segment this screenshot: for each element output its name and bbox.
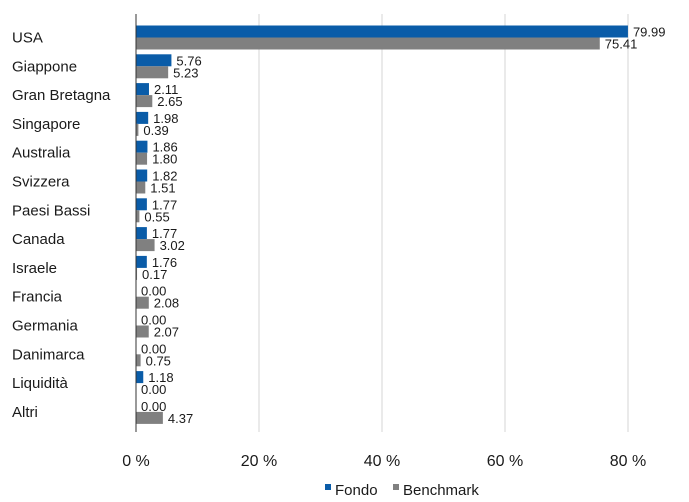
legend: Fondo Benchmark [325,482,479,499]
value-label-fondo-altri: 0.00 [141,399,166,414]
bar-benchmark-usa [136,37,600,50]
bar-benchmark-danimarca [136,354,141,367]
category-label-danimarca: Danimarca [12,346,85,363]
value-label-fondo-israele: 1.76 [152,255,177,270]
legend-swatch-benchmark [393,484,399,490]
value-label-fondo-singapore: 1.98 [153,111,178,126]
x-tick-labels: 0 % 20 % 40 % 60 % 80 % [122,453,646,470]
bar-fondo-giappone [136,54,172,67]
value-label-fondo-paesi-bassi: 1.77 [152,197,177,212]
bar-benchmark-germania [136,325,149,338]
value-label-benchmark-australia: 1.80 [152,152,177,167]
category-label-singapore: Singapore [12,116,80,133]
category-label-israele: Israele [12,260,57,277]
value-label-fondo-francia: 0.00 [141,284,166,299]
bar-benchmark-altri [136,411,163,424]
value-label-benchmark-francia: 2.08 [154,296,179,311]
bar-fondo-singapore [136,111,149,124]
x-tick-label: 60 % [487,453,523,470]
x-tick-label: 80 % [610,453,646,470]
bar-benchmark-svizzera [136,181,146,194]
category-label-svizzera: Svizzera [12,174,70,191]
value-label-benchmark-israele: 0.17 [142,267,167,282]
bar-benchmark-paesi-bassi [136,210,140,223]
category-label-gran-bretagna: Gran Bretagna [12,87,111,104]
value-label-benchmark-gran-bretagna: 2.65 [157,94,182,109]
value-label-fondo-giappone: 5.76 [176,53,201,68]
bar-benchmark-israele [136,267,138,280]
bars [136,25,628,424]
value-label-fondo-gran-bretagna: 2.11 [154,82,178,97]
value-label-benchmark-danimarca: 0.75 [146,353,171,368]
bar-fondo-australia [136,140,148,153]
category-label-francia: Francia [12,289,63,306]
value-label-benchmark-usa: 75.41 [605,37,638,52]
value-label-fondo-australia: 1.86 [152,140,177,155]
value-label-fondo-svizzera: 1.82 [152,169,177,184]
category-label-canada: Canada [12,231,65,248]
value-label-fondo-germania: 0.00 [141,313,166,328]
category-label-australia: Australia [12,145,71,162]
value-label-benchmark-germania: 2.07 [154,325,179,340]
value-label-benchmark-singapore: 0.39 [143,123,168,138]
value-label-fondo-liquidita: 1.18 [148,370,173,385]
category-label-usa: USA [12,30,43,47]
bar-benchmark-canada [136,239,155,252]
bar-fondo-liquidita [136,371,144,384]
bar-benchmark-gran-bretagna [136,95,153,108]
bar-benchmark-francia [136,296,149,309]
grid-lines [258,14,629,432]
category-label-liquidita: Liquidità [12,375,69,392]
value-label-fondo-canada: 1.77 [152,226,177,241]
value-label-benchmark-giappone: 5.23 [173,65,198,80]
legend-label-fondo: Fondo [335,482,378,499]
bar-fondo-gran-bretagna [136,83,149,96]
category-label-giappone: Giappone [12,58,77,75]
bar-fondo-usa [136,25,628,38]
bar-fondo-canada [136,227,147,240]
bar-benchmark-australia [136,152,148,165]
value-label-benchmark-altri: 4.37 [168,411,193,426]
x-tick-label: 0 % [122,453,150,470]
value-label-benchmark-canada: 3.02 [160,238,185,253]
x-tick-label: 40 % [364,453,400,470]
value-label-benchmark-svizzera: 1.51 [150,181,175,196]
value-labels: 79.9975.415.765.232.112.651.980.391.861.… [141,25,665,426]
legend-label-benchmark: Benchmark [403,482,479,499]
value-label-fondo-usa: 79.99 [633,25,666,40]
category-labels: USA Giappone Gran Bretagna Singapore Austral… [12,30,111,421]
category-label-altri: Altri [12,404,38,421]
bar-fondo-svizzera [136,169,148,182]
legend-swatch-fondo [325,484,331,490]
x-tick-label: 20 % [241,453,277,470]
bar-benchmark-giappone [136,66,169,79]
category-label-germania: Germania [12,318,79,335]
category-label-paesi-bassi: Paesi Bassi [12,202,90,219]
bar-benchmark-singapore [136,123,139,136]
bar-fondo-israele [136,255,147,268]
value-label-fondo-danimarca: 0.00 [141,341,166,356]
value-label-benchmark-liquidita: 0.00 [141,382,166,397]
bar-fondo-paesi-bassi [136,198,147,211]
value-label-benchmark-paesi-bassi: 0.55 [144,209,169,224]
